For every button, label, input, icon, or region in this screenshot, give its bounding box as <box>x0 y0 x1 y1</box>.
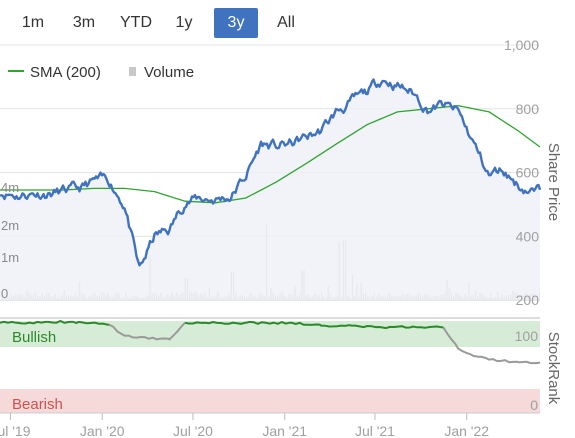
stockrank-axis-title: StockRank <box>545 332 562 405</box>
price-area <box>0 79 540 300</box>
stockrank-tick-label: 100 <box>515 328 539 344</box>
x-tick-label: Jan '22 <box>444 423 489 438</box>
range-button-ytd[interactable]: YTD <box>120 14 152 31</box>
volume-legend-swatch <box>129 67 136 76</box>
volume-tick-label: 4m <box>1 180 19 195</box>
y-tick-label: 400 <box>516 228 540 244</box>
range-button-3y[interactable]: 3y <box>214 8 258 38</box>
stockrank-neutral-line <box>108 322 541 365</box>
x-tick-label: Jul '19 <box>0 423 31 438</box>
y-tick-label: 1,000 <box>504 37 539 53</box>
y-tick-label: 200 <box>516 292 540 308</box>
bearish-zone <box>0 389 540 413</box>
share-price-line <box>0 78 542 267</box>
sma-legend-label: SMA (200) <box>30 64 101 81</box>
range-button-all[interactable]: All <box>277 14 295 31</box>
range-selector: 1m 3m YTD 1y 3y All <box>0 4 330 38</box>
x-tick-label: Jul '21 <box>355 423 395 438</box>
volume-tick-label: 1m <box>1 250 19 265</box>
bearish-label: Bearish <box>12 396 63 413</box>
x-tick-label: Jan '21 <box>262 423 307 438</box>
range-button-1m[interactable]: 1m <box>21 14 45 31</box>
y-axis-title: Share Price <box>545 143 562 221</box>
range-button-1y[interactable]: 1y <box>175 14 193 31</box>
range-button-3m[interactable]: 3m <box>72 14 96 31</box>
x-tick-label: Jul '20 <box>173 423 213 438</box>
bullish-zone <box>0 321 540 347</box>
stockrank-bullish-line <box>0 319 444 330</box>
volume-legend-label: Volume <box>144 64 194 81</box>
y-tick-label: 800 <box>516 101 540 117</box>
x-tick-label: Jan '20 <box>80 423 125 438</box>
y-tick-label: 600 <box>516 165 540 181</box>
volume-tick-label: 0 <box>1 286 8 301</box>
volume-tick-label: 2m <box>1 218 19 233</box>
stockrank-tick-label: 0 <box>530 397 538 413</box>
bullish-label: Bullish <box>12 329 56 346</box>
